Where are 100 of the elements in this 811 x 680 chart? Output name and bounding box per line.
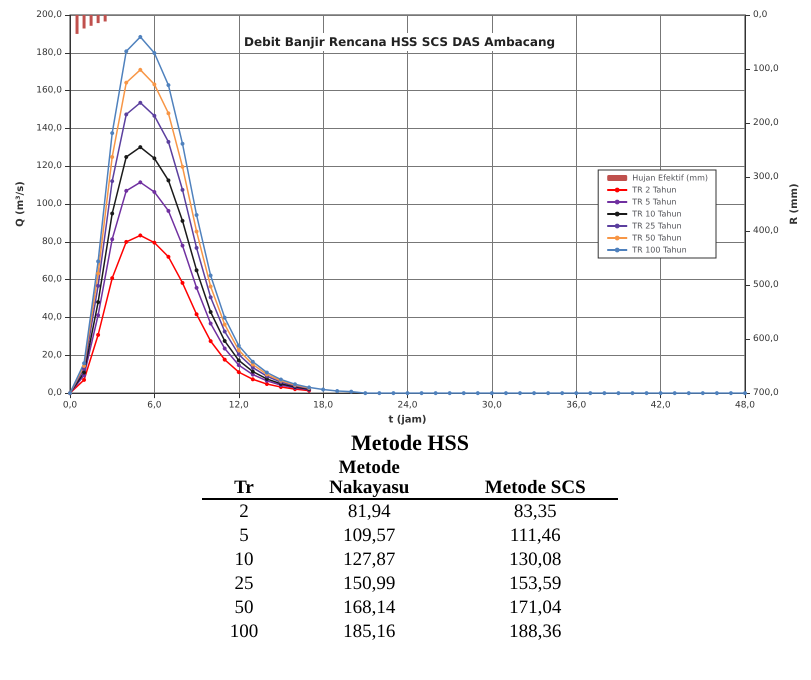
point (152, 190, 156, 194)
point (236, 344, 241, 348)
point (208, 284, 213, 288)
category-label: 10 (234, 548, 254, 572)
y-tick-label: 40,0 (42, 312, 62, 322)
point (672, 391, 677, 396)
point (138, 34, 142, 39)
y-tick-label: 140,0 (36, 123, 62, 134)
y2-axis-title: R (mm) (789, 183, 800, 225)
point (448, 391, 452, 396)
point (208, 310, 213, 314)
point (124, 154, 128, 159)
legend-label: TR 100 Tahun (631, 246, 687, 254)
point (504, 391, 508, 396)
point (82, 361, 86, 366)
point (420, 391, 424, 396)
point (236, 370, 241, 374)
point (250, 360, 255, 364)
x-tick-label: 12,0 (228, 400, 250, 411)
text: Metode Nakayasu (286, 457, 452, 499)
text: Tr (202, 458, 286, 499)
x-tick-label: 0,0 (62, 400, 78, 411)
point (532, 391, 536, 396)
data-label: 81,94 (346, 500, 392, 524)
point (574, 391, 578, 396)
point (208, 274, 213, 278)
point (180, 280, 184, 285)
point (194, 268, 199, 272)
point (236, 348, 241, 352)
x-tick-label: 6,0 (147, 400, 162, 411)
point (96, 332, 100, 337)
bar (90, 15, 93, 26)
point (166, 208, 170, 213)
point (82, 370, 86, 374)
legend-label: TR 5 Tahun (631, 198, 676, 206)
point (222, 358, 227, 362)
point (222, 338, 227, 343)
y2-tick-label: 700,0 (753, 388, 780, 398)
data-label: 168,14 (342, 596, 396, 620)
point (180, 244, 184, 248)
data-label: 188,36 (508, 620, 562, 644)
point (110, 212, 114, 216)
point (194, 246, 199, 250)
point (728, 391, 733, 396)
point (658, 391, 663, 396)
point (138, 180, 142, 184)
point (236, 363, 241, 368)
point (152, 240, 156, 245)
bar (76, 15, 79, 34)
category-label: 100 (228, 620, 260, 644)
x-tick-label: 36,0 (566, 400, 587, 411)
point (434, 391, 438, 396)
y-axis-title: Q (m³/s) (14, 181, 26, 227)
point (391, 391, 396, 396)
x-tick-label: 24,0 (397, 400, 418, 411)
point (166, 178, 170, 182)
data-label: 171,04 (508, 596, 562, 620)
point (588, 391, 592, 396)
y-tick-label: 200,0 (36, 10, 62, 20)
y-tick-label: 60,0 (42, 274, 62, 285)
point (180, 218, 184, 223)
point (110, 276, 114, 280)
point (208, 295, 213, 300)
point (546, 391, 550, 396)
point (110, 179, 114, 184)
point (222, 329, 227, 334)
category-label: 50 (234, 596, 254, 620)
point (166, 254, 170, 259)
point (124, 112, 128, 116)
data-label: 111,46 (508, 524, 562, 548)
bar (96, 15, 100, 24)
x-tick-label: 30,0 (482, 400, 502, 411)
point (644, 391, 649, 396)
text: Metode SCS (452, 458, 618, 499)
point (490, 391, 494, 396)
x-tick-label: 48,0 (734, 400, 756, 411)
y-tick-label: 160,0 (36, 86, 62, 96)
point (194, 213, 199, 218)
x-axis-title: t (jam) (388, 414, 426, 426)
point (124, 80, 128, 85)
point (743, 391, 747, 396)
x-tick-label: 18,0 (313, 400, 334, 411)
point (518, 391, 522, 396)
point (208, 339, 213, 344)
y-tick-label: 180,0 (36, 48, 62, 58)
text: Metode HSS (350, 430, 470, 456)
point (700, 391, 705, 396)
legend-label: TR 10 Tahun (631, 210, 682, 218)
y-tick-label: 20,0 (42, 350, 62, 360)
point (138, 233, 142, 238)
data-label: 127,87 (342, 548, 396, 572)
point (96, 313, 100, 318)
point (335, 389, 340, 394)
point (602, 391, 606, 396)
data-label: 153,59 (508, 572, 562, 596)
point (124, 188, 128, 193)
point (194, 312, 199, 316)
point (194, 286, 199, 290)
y2-tick-label: 100,0 (753, 64, 780, 74)
point (630, 391, 634, 396)
